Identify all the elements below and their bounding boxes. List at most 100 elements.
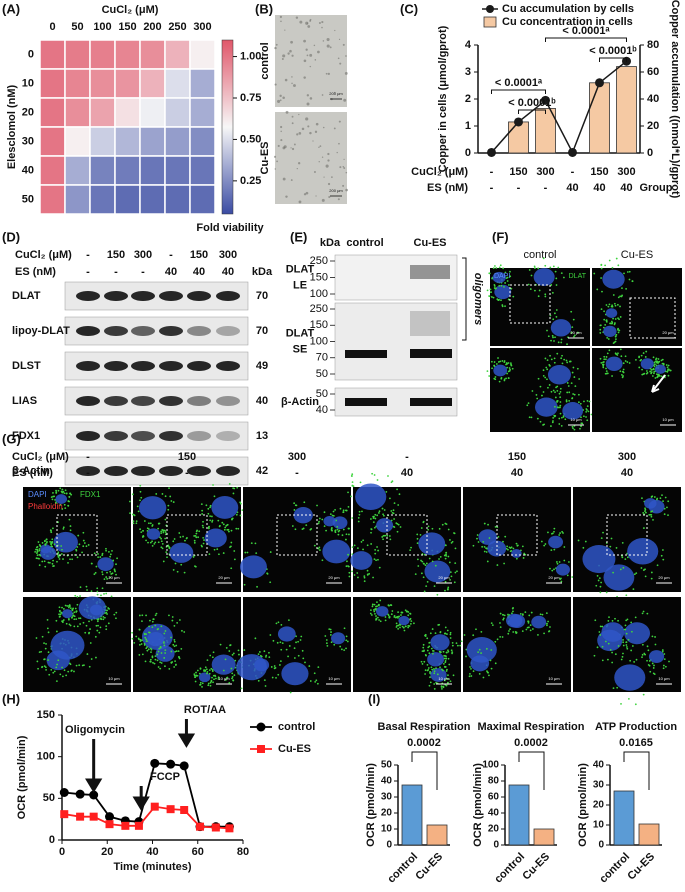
stain-dot bbox=[227, 528, 230, 531]
stain-dot bbox=[560, 357, 563, 360]
stain-dot bbox=[501, 360, 504, 362]
nucleus bbox=[605, 308, 618, 318]
stain-dot bbox=[348, 571, 351, 574]
stain-dot bbox=[556, 562, 559, 565]
stain-dot bbox=[379, 620, 382, 623]
stain-dot bbox=[170, 636, 172, 639]
stain-dot bbox=[345, 635, 348, 638]
stain-dot bbox=[371, 472, 374, 475]
stain-dot bbox=[302, 657, 305, 660]
stain-dot bbox=[348, 533, 350, 536]
speck bbox=[319, 145, 322, 147]
band bbox=[104, 396, 128, 406]
y-tick-label: 4 bbox=[465, 39, 472, 51]
y-axis-label: OCR (pmol/min) bbox=[577, 763, 589, 847]
stain-dot bbox=[368, 572, 371, 575]
stain-dot bbox=[359, 481, 362, 484]
stain-dot bbox=[621, 287, 623, 290]
stain-dot bbox=[431, 628, 434, 630]
point bbox=[59, 788, 69, 797]
point bbox=[166, 805, 175, 814]
speck bbox=[279, 15, 283, 19]
stain-dot bbox=[634, 703, 637, 706]
stain-dot bbox=[279, 641, 282, 644]
stain-dot bbox=[278, 664, 281, 666]
stain-dot bbox=[558, 561, 561, 563]
stain-dot bbox=[523, 552, 526, 555]
stain-dot bbox=[199, 681, 202, 684]
stain-dot bbox=[582, 415, 585, 418]
x-tick-label: control bbox=[492, 851, 527, 886]
stain-dot bbox=[115, 617, 117, 620]
nucleus bbox=[322, 539, 351, 564]
stain-dot bbox=[416, 558, 419, 561]
stain-dot bbox=[70, 493, 73, 496]
marker-label: 150 bbox=[310, 271, 328, 283]
speck bbox=[306, 94, 310, 97]
band bbox=[104, 466, 128, 476]
speck bbox=[322, 40, 325, 42]
x-axis-label: CuCl₂ (μM) bbox=[102, 4, 159, 16]
stain-dot bbox=[488, 674, 490, 677]
heatmap-cell bbox=[139, 97, 166, 128]
scale-label: 20 μm bbox=[218, 575, 230, 580]
stain-dot bbox=[195, 674, 198, 677]
stain-dot bbox=[103, 616, 106, 619]
stain-dot bbox=[216, 548, 219, 551]
stain-dot bbox=[186, 536, 188, 539]
stain-dot bbox=[160, 546, 163, 549]
band bbox=[187, 396, 211, 406]
stain-dot bbox=[544, 293, 547, 296]
nucleus bbox=[40, 546, 57, 560]
stain-dot bbox=[237, 527, 240, 530]
stain-dot bbox=[160, 537, 163, 540]
stain-dot bbox=[173, 645, 176, 648]
stain-dot bbox=[619, 295, 622, 298]
stain-dot bbox=[506, 276, 509, 279]
stain-dot bbox=[112, 559, 115, 562]
stain-dot bbox=[167, 545, 170, 548]
stain-dot bbox=[622, 644, 625, 647]
stain-dot bbox=[663, 658, 666, 661]
stain-dot bbox=[649, 370, 652, 373]
stain-dot bbox=[79, 623, 82, 625]
stain-dot bbox=[63, 669, 66, 672]
stain-dot bbox=[156, 653, 159, 656]
stain-dot bbox=[502, 540, 504, 543]
stain-dot bbox=[572, 366, 575, 369]
stain-dot bbox=[477, 651, 480, 654]
nucleus bbox=[355, 483, 387, 511]
y-tick-label: 50 bbox=[22, 193, 34, 205]
stain-dot bbox=[472, 544, 475, 547]
stain-dot bbox=[371, 603, 374, 606]
heatmap-cell bbox=[114, 68, 141, 99]
stain-dot bbox=[168, 487, 170, 489]
stain-dot bbox=[43, 642, 45, 644]
stain-dot bbox=[195, 530, 198, 533]
stain-dot bbox=[314, 681, 317, 683]
stain-dot bbox=[107, 622, 110, 625]
stain-dot bbox=[614, 322, 616, 324]
stain-dot bbox=[566, 343, 568, 346]
speck bbox=[345, 188, 348, 192]
nucleus bbox=[494, 284, 512, 300]
stain-dot bbox=[115, 563, 117, 566]
stain-dot bbox=[399, 626, 401, 629]
stain-dot bbox=[168, 614, 170, 617]
stain-dot bbox=[490, 667, 493, 670]
stain-dot bbox=[506, 366, 509, 369]
stain-dot bbox=[376, 479, 379, 481]
heatmap-cell bbox=[189, 126, 216, 157]
point bbox=[541, 95, 550, 105]
stain-dot bbox=[209, 515, 212, 517]
stain-dot bbox=[566, 391, 569, 394]
stain-dot bbox=[500, 299, 502, 302]
stain-dot bbox=[507, 613, 509, 616]
stain-dot bbox=[277, 621, 280, 624]
stain-dot bbox=[623, 272, 625, 275]
stain-dot bbox=[139, 499, 141, 502]
stain-dot bbox=[628, 362, 631, 364]
stain-dot bbox=[614, 335, 617, 338]
speck bbox=[343, 167, 346, 169]
stain-dot bbox=[546, 378, 548, 381]
